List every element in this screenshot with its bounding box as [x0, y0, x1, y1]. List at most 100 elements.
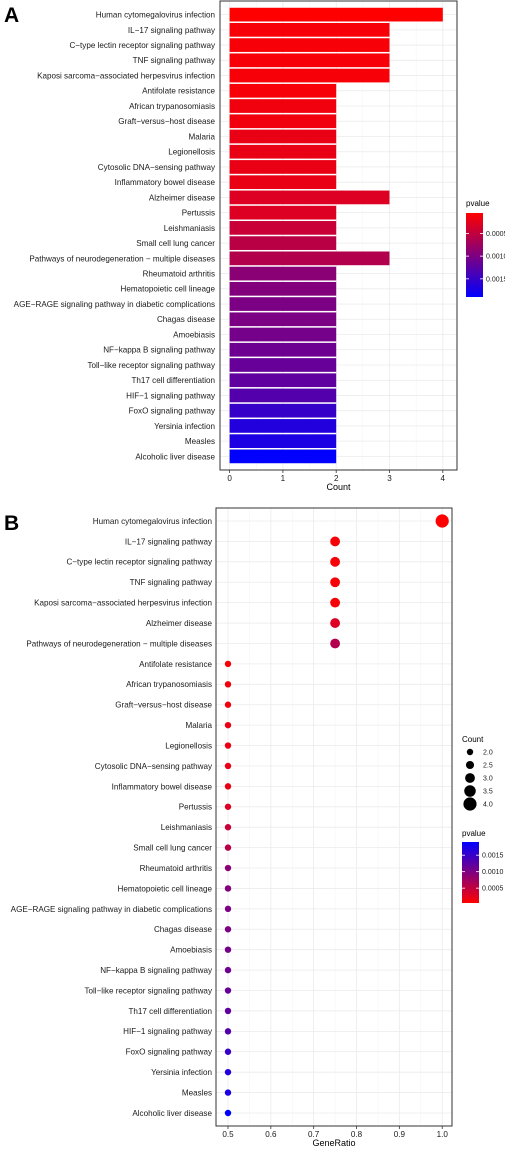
plot-border-a — [219, 0, 458, 471]
category-label-a: Antifolate resistance — [142, 87, 215, 96]
size-legend-dot — [465, 773, 475, 783]
dot — [224, 1007, 232, 1015]
x-tick-label-b: 1.0 — [437, 1130, 449, 1139]
x-tick-label-a: 2 — [334, 474, 339, 483]
panel-label-b: B — [4, 512, 19, 535]
category-label-a: Graft−versus−host disease — [118, 117, 215, 126]
category-label-a: Measles — [185, 437, 215, 446]
category-label-b: Amoebiasis — [170, 946, 212, 955]
legend-label-b: 0.0010 — [482, 869, 504, 876]
dot — [224, 905, 232, 913]
category-label-a: Hematopoietic cell lineage — [121, 285, 216, 294]
bar — [229, 297, 337, 311]
size-legend-dot — [464, 785, 476, 797]
dot — [224, 783, 232, 790]
dot — [330, 618, 340, 628]
size-legend-dot — [463, 797, 477, 811]
category-label-a: IL−17 signaling pathway — [128, 26, 216, 35]
dot — [224, 926, 232, 933]
category-label-b: Small cell lung cancer — [133, 844, 212, 853]
dot — [224, 824, 232, 831]
dot — [224, 966, 232, 974]
category-label-a: Cytosolic DNA−sensing pathway — [98, 163, 216, 172]
x-tick-label-a: 4 — [441, 474, 446, 483]
category-label-a: HIF−1 signaling pathway — [126, 391, 216, 400]
category-label-a: Inflammatory bowel disease — [115, 178, 216, 187]
dot — [224, 701, 232, 708]
category-label-a: AGE−RAGE signaling pathway in diabetic c… — [14, 300, 215, 309]
category-label-b: Yersinia infection — [151, 1068, 212, 1077]
size-legend-label: 3.5 — [483, 789, 493, 796]
dot — [330, 638, 340, 649]
dot — [224, 660, 232, 668]
category-label-b: Measles — [182, 1088, 212, 1097]
bar — [229, 190, 390, 205]
bar — [229, 327, 337, 342]
category-label-b: Cytosolic DNA−sensing pathway — [95, 762, 213, 771]
x-tick-label-a: 3 — [387, 474, 392, 483]
legend-title-b: pvalue — [462, 829, 486, 838]
category-label-a: Human cytomegalovirus infection — [96, 11, 215, 20]
bar — [229, 175, 337, 190]
category-label-a: Chagas disease — [157, 315, 216, 324]
dot — [224, 1048, 232, 1055]
bar — [229, 129, 337, 144]
category-label-b: FoxO signaling pathway — [126, 1048, 213, 1057]
bar — [229, 68, 390, 83]
dot — [224, 803, 232, 810]
bar-chart-panel-a: Human cytomegalovirus infection IL−17 sig… — [14, 0, 505, 492]
bar — [229, 312, 337, 327]
x-axis-title-a: Count — [326, 482, 351, 492]
category-label-a: Toll−like receptor signaling pathway — [87, 361, 216, 370]
category-label-a: Alzheimer disease — [149, 193, 216, 202]
category-label-a: Rheumatoid arthritis — [143, 269, 215, 278]
legend-label-a: 0.0010 — [486, 254, 505, 261]
x-axis-title-b: GeneRatio — [312, 1138, 355, 1148]
bar — [229, 251, 390, 266]
bar — [229, 449, 337, 464]
category-label-b: African trypanosomiasis — [126, 680, 212, 689]
category-label-a: FoxO signaling pathway — [129, 407, 216, 416]
bar — [229, 434, 337, 449]
dot — [224, 742, 232, 749]
panel-label-a: A — [4, 4, 19, 27]
category-label-b: Graft−versus−host disease — [115, 701, 212, 710]
bar — [229, 7, 443, 22]
size-legend-dot — [465, 760, 475, 770]
category-label-b: Hematopoietic cell lineage — [118, 884, 213, 893]
legend-title-a: pvalue — [466, 199, 490, 208]
dot — [224, 946, 232, 953]
category-label-b: Pertussis — [179, 803, 212, 812]
bar — [229, 205, 337, 220]
dot — [330, 556, 340, 567]
size-legend-title: Count — [462, 735, 484, 744]
category-label-a: Pertussis — [182, 209, 215, 218]
size-legend-label: 4.0 — [483, 802, 493, 809]
bar — [229, 342, 337, 357]
legend-label-b: 0.0015 — [482, 853, 504, 860]
legend-colorbar-a — [466, 213, 483, 297]
category-label-a: Pathways of neurodegeneration − multiple… — [29, 254, 215, 263]
category-label-b: Inflammatory bowel disease — [112, 782, 213, 791]
plot-area-b — [216, 508, 452, 1126]
category-label-a: NF−kappa B signaling pathway — [103, 346, 216, 355]
x-tick-label-b: 0.8 — [351, 1130, 363, 1139]
legend-label-b: 0.0005 — [482, 886, 504, 893]
dot — [224, 721, 232, 729]
category-label-a: C−type lectin receptor signaling pathway — [69, 41, 215, 50]
x-tick-label-b: 0.6 — [265, 1130, 277, 1139]
dot — [224, 762, 232, 770]
bar — [229, 373, 337, 388]
category-label-b: Malaria — [185, 721, 212, 730]
category-label-a: TNF signaling pathway — [133, 56, 216, 65]
dot — [224, 1068, 232, 1076]
category-label-a: Amoebiasis — [173, 330, 215, 339]
dot — [224, 1089, 232, 1096]
category-label-b: Alcoholic liver disease — [132, 1109, 212, 1118]
category-label-b: TNF signaling pathway — [130, 578, 213, 587]
category-label-b: Rheumatoid arthritis — [140, 864, 212, 873]
x-tick-label-b: 0.5 — [222, 1130, 234, 1139]
dot — [224, 1109, 232, 1117]
bar — [229, 403, 337, 418]
bar — [229, 221, 337, 235]
